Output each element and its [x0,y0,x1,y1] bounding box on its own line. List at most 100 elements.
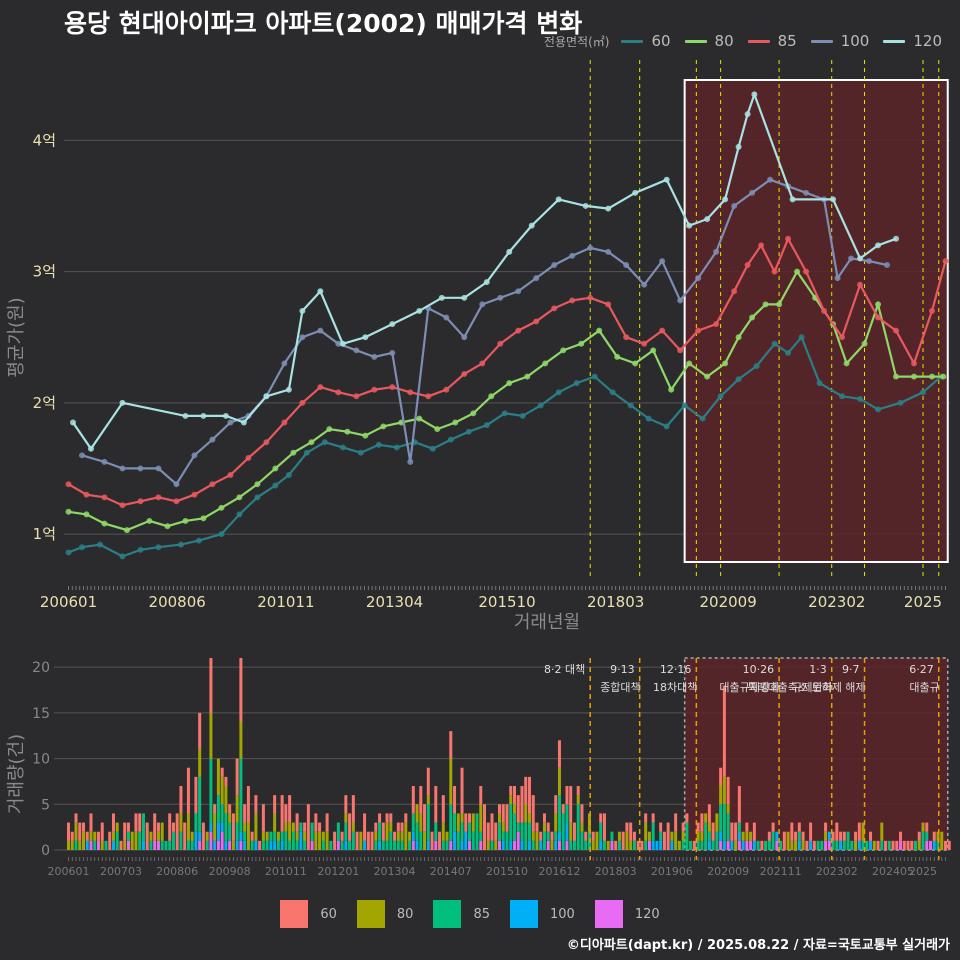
point-85 [587,294,594,301]
bar-segment-60 [288,795,292,823]
point-60 [65,549,72,556]
bar-segment-85 [846,831,850,850]
bar-segment-60 [539,831,543,841]
point-60 [375,441,382,448]
bar-segment-85 [456,831,460,850]
point-100 [335,340,342,347]
bar-segment-85 [689,840,693,850]
bar-segment-60 [895,840,899,850]
bar-segment-85 [644,840,648,850]
bar-segment-85 [190,840,194,850]
bar-segment-85 [149,840,153,850]
bar-segment-60 [842,831,846,841]
bar-segment-80 [509,795,513,805]
bar-segment-60 [314,813,318,832]
bar-segment-80 [314,831,318,850]
bar-segment-80 [486,840,490,850]
policy-date-label: 12·16 [660,663,692,676]
point-60 [501,410,508,417]
bar-segment-85 [340,840,344,850]
bar-segment-60 [186,767,190,814]
bar-segment-60 [925,822,929,832]
bar-segment-80 [100,840,104,850]
point-85 [875,314,882,321]
price-x-tick-label: 201510 [478,593,535,611]
price-x-tick-label: 202302 [808,593,865,611]
bar-segment-85 [321,840,325,850]
bar-segment-80 [471,813,475,832]
point-80 [218,504,225,511]
bar-segment-60 [175,813,179,850]
bar-segment-60 [666,822,670,850]
point-85 [744,262,751,268]
bar-segment-60 [902,840,906,850]
bar-segment-60 [378,813,382,823]
bar-segment-85 [250,840,254,850]
point-100 [155,465,162,472]
bar-segment-85 [921,831,925,850]
bar-segment-60 [760,840,764,850]
volume-x-tick-label: 202302 [816,865,858,878]
legend-title: 전용면적(㎡) [543,34,610,49]
bar-segment-60 [651,813,655,823]
point-120 [663,176,670,183]
point-60 [681,402,688,409]
bar-segment-60 [730,822,734,841]
point-80 [506,380,513,387]
bar-segment-60 [711,822,715,841]
bar-segment-85 [820,840,824,850]
bar-segment-85 [599,822,603,841]
bar-segment-85 [865,840,869,850]
bar-segment-60 [569,786,573,823]
point-85 [155,494,162,501]
bar-segment-60 [325,813,329,832]
bar-segment-85 [441,840,445,850]
bar-segment-100 [273,840,277,850]
bar-segment-85 [284,831,288,850]
bar-segment-60 [340,831,344,841]
price-highlight-box [683,79,949,563]
bar-segment-60 [899,831,903,841]
price-y-tick-label: 1억 [33,525,56,543]
bar-segment-100 [269,840,273,850]
bar-segment-60 [932,831,936,841]
bar-segment-100 [85,840,89,850]
bar-segment-120 [929,840,933,850]
bar-segment-80 [284,822,288,832]
bar-segment-60 [179,786,183,814]
bar-segment-80 [419,813,423,832]
bar-segment-120 [824,840,828,850]
bar-segment-60 [96,831,100,841]
bar-segment-85 [445,840,449,850]
bar-segment-60 [696,822,700,832]
bar-segment-85 [565,804,569,823]
bar-segment-60 [123,822,127,841]
point-85 [173,498,180,505]
policy-date-label: 9·13 [610,663,635,676]
bar-segment-80 [396,831,400,841]
bar-segment-85 [186,840,190,850]
bar-segment-85 [696,840,700,850]
bar-segment-60 [707,804,711,823]
bar-segment-85 [415,822,419,841]
bar-segment-80 [557,767,561,796]
bar-segment-120 [449,840,453,850]
volume-x-tick-label: 201803 [595,865,637,878]
point-100 [713,248,720,255]
point-85 [497,340,504,347]
point-100 [749,189,756,196]
bar-segment-85 [411,813,415,832]
point-85 [821,307,828,314]
point-120 [362,334,369,341]
bar-segment-60 [250,831,254,841]
point-85 [299,399,306,406]
point-85 [443,386,450,393]
bar-segment-85 [659,831,663,841]
policy-name-label: 18차대책 [653,681,697,694]
bar-segment-85 [269,831,273,841]
bar-segment-100 [363,840,367,850]
bar-segment-60 [809,822,813,841]
bar-segment-60 [509,786,513,796]
bar-segment-100 [464,831,468,850]
point-100 [209,436,216,443]
